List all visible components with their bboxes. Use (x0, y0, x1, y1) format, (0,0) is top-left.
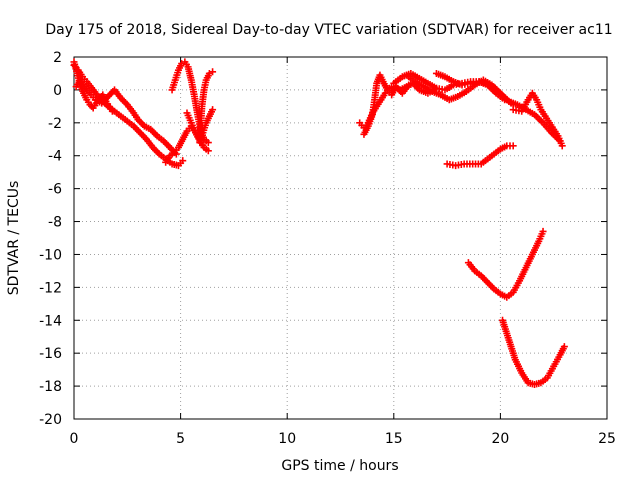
data-point (558, 142, 566, 150)
x-tick-label: 5 (176, 431, 185, 447)
x-tick-label: 20 (491, 431, 509, 447)
y-tick-label: -4 (48, 149, 62, 165)
y-tick-label: -8 (48, 215, 62, 231)
series-arc-9 (360, 71, 413, 138)
y-tick-label: -18 (39, 379, 62, 395)
data-points (70, 58, 568, 388)
data-point (179, 157, 187, 165)
y-tick-label: -12 (39, 280, 62, 296)
data-point (209, 106, 217, 114)
series-arc-13 (509, 89, 566, 150)
y-tick-label: -2 (48, 116, 62, 132)
series-arc-7 (196, 106, 217, 147)
y-tick-label: -20 (39, 412, 62, 428)
data-point (204, 139, 212, 147)
series-arc-6 (183, 68, 217, 143)
data-point (204, 147, 212, 155)
data-point (405, 81, 413, 89)
series-arc-1 (70, 61, 187, 170)
data-point (209, 68, 217, 76)
data-point (560, 343, 568, 351)
plot-frame (73, 56, 608, 420)
series-arc-14 (443, 142, 517, 170)
series-arc-16 (499, 316, 568, 388)
y-tick-label: -14 (39, 313, 62, 329)
y-tick-label: -6 (48, 182, 62, 198)
series-arc-3 (70, 58, 116, 115)
series-arc-2 (72, 76, 180, 158)
x-tick-label: 25 (598, 431, 616, 447)
chart-title: Day 175 of 2018, Sidereal Day-to-day VTE… (45, 22, 612, 38)
x-axis-label: GPS time / hours (281, 458, 398, 474)
data-point (108, 107, 116, 115)
y-axis-label: SDTVAR / TECUs (6, 181, 22, 296)
series-arc-12 (432, 69, 509, 104)
y-tick-label: 0 (53, 83, 62, 99)
data-point (509, 142, 517, 150)
series-arc-15 (464, 227, 547, 301)
x-tick-label: 10 (278, 431, 296, 447)
y-tick-label: -10 (39, 247, 62, 263)
y-tick-label: -16 (39, 346, 62, 362)
x-tick-label: 15 (385, 431, 403, 447)
y-tick-label: 2 (53, 50, 62, 66)
data-point (501, 96, 509, 104)
data-point (539, 227, 547, 235)
x-tick-label: 0 (70, 431, 79, 447)
